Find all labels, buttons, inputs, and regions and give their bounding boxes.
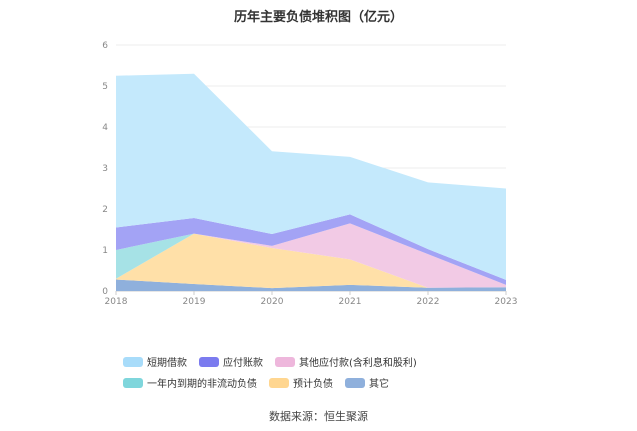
y-tick-label: 5 [102,82,108,92]
legend-label: 其他应付款(含利息和股利) [299,358,417,369]
legend-item-short-term-loans[interactable]: 短期借款 [123,354,187,369]
area-series [116,73,506,280]
x-tick-label: 2018 [105,297,128,307]
legend-label: 一年内到期的非流动负债 [147,379,257,390]
x-tick-label: 2023 [495,297,518,307]
area-series [116,233,506,289]
y-tick-label: 6 [102,41,108,51]
legend-swatch [123,356,143,367]
x-tick-label: 2021 [339,297,362,307]
legend-item-other-payables[interactable]: 其他应付款(含利息和股利) [275,354,417,369]
x-tick-label: 2020 [261,297,284,307]
legend-item-current-noncurrent-liabilities[interactable]: 一年内到期的非流动负债 [123,375,257,390]
legend-item-estimated-liabilities[interactable]: 预计负债 [269,375,333,390]
chart-title: 历年主要负债堆积图（亿元） [233,10,403,25]
legend-swatch [275,356,295,367]
legend-label: 其它 [369,379,389,390]
legend-label: 应付账款 [223,358,263,369]
area-series [116,223,506,288]
y-tick-label: 3 [102,164,108,174]
y-tick-label: 2 [102,205,108,215]
data-source: 数据来源：恒生聚源 [269,410,368,423]
x-tick-label: 2022 [417,297,440,307]
area-series [116,279,506,291]
area-series [116,214,506,285]
legend-item-other[interactable]: 其它 [345,375,389,390]
y-tick-label: 4 [102,123,108,133]
legend-swatch [345,377,365,388]
legend-swatch [199,356,219,367]
stacked-area-chart: 0 1 2 3 4 5 6 2018 2019 2020 2021 2022 2023 [102,41,518,307]
legend-item-accounts-payable[interactable]: 应付账款 [199,354,263,369]
chart-legend: 短期借款 应付账款 其他应付款(含利息和股利) 一年内到期的非流动负债 预计负债… [123,354,543,390]
y-tick-label: 0 [102,287,108,297]
legend-label: 短期借款 [147,358,187,369]
x-tick-label: 2019 [183,297,206,307]
y-tick-label: 1 [102,246,108,256]
legend-swatch [269,377,289,388]
legend-swatch [123,377,143,388]
legend-label: 预计负债 [293,379,333,390]
